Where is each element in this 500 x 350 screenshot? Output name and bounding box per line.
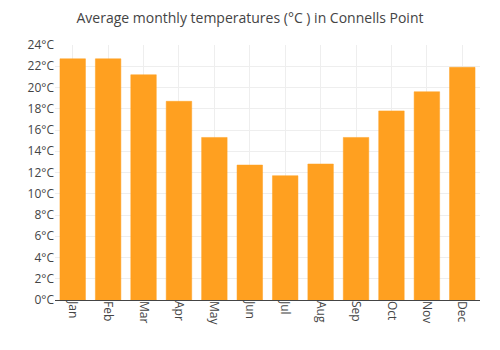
svg-text:14°C: 14°C — [28, 142, 55, 159]
svg-text:22°C: 22°C — [28, 57, 55, 74]
svg-text:Jul: Jul — [277, 300, 294, 315]
svg-text:6°C: 6°C — [34, 227, 54, 244]
svg-text:Feb: Feb — [100, 301, 117, 321]
svg-text:2°C: 2°C — [34, 270, 54, 287]
svg-text:4°C: 4°C — [34, 249, 54, 266]
svg-text:Jun: Jun — [242, 300, 259, 319]
svg-text:24°C: 24°C — [28, 36, 55, 53]
svg-text:18°C: 18°C — [28, 100, 55, 117]
svg-text:Apr: Apr — [171, 301, 188, 321]
svg-text:8°C: 8°C — [34, 206, 54, 223]
svg-text:May: May — [206, 301, 223, 325]
svg-text:Average monthly temperatures (: Average monthly temperatures (°C ) in Co… — [77, 8, 424, 27]
svg-text:Dec: Dec — [454, 301, 471, 322]
svg-text:10°C: 10°C — [28, 185, 55, 202]
svg-text:12°C: 12°C — [28, 164, 55, 181]
svg-text:Sep: Sep — [348, 301, 365, 322]
svg-text:Aug: Aug — [313, 301, 330, 323]
svg-text:20°C: 20°C — [28, 79, 55, 96]
svg-text:16°C: 16°C — [28, 121, 55, 138]
svg-text:Nov: Nov — [419, 301, 436, 323]
svg-text:Mar: Mar — [136, 301, 153, 323]
svg-text:0°C: 0°C — [34, 291, 54, 308]
svg-text:Oct: Oct — [384, 301, 401, 320]
svg-text:Jan: Jan — [65, 300, 82, 318]
